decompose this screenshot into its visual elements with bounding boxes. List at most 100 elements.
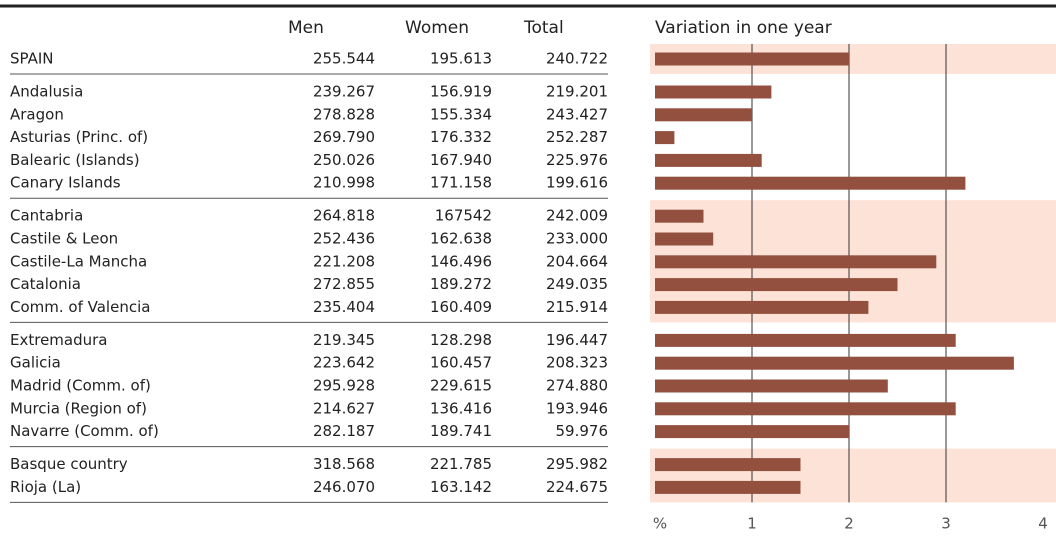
bar [655,153,762,167]
x-tick-label: 3 [941,515,951,533]
cell-total: 224.675 [546,478,608,496]
bar [655,333,956,347]
bar [655,209,704,223]
cell-women: 156.919 [430,83,492,101]
cell-women: 229.615 [430,377,492,395]
bar [655,176,966,190]
row-label: Rioja (La) [10,478,81,496]
cell-women: 128.298 [430,331,492,349]
cell-women: 176.332 [430,128,492,146]
row-label: Murcia (Region of) [10,399,147,417]
cell-men: 269.790 [313,128,375,146]
cell-total: 193.946 [546,399,608,417]
row-label: Extremadura [10,331,108,349]
bar [655,402,956,416]
row-label: Castile-La Mancha [10,252,147,270]
column-header: Men [288,18,324,38]
bar [655,232,714,246]
row-label: Galicia [10,354,61,372]
row-label: Andalusia [10,83,83,101]
cell-total: 274.880 [546,377,608,395]
cell-total: 252.287 [546,128,608,146]
cell-total: 240.722 [546,50,608,68]
cell-women: 155.334 [430,105,492,123]
cell-men: 221.208 [313,252,375,270]
x-tick-label: 2 [844,515,854,533]
cell-total: 215.914 [546,298,608,316]
cell-women: 171.158 [430,174,492,192]
cell-men: 214.627 [313,399,375,417]
row-label: Aragon [10,105,64,123]
x-tick-label: 4 [1038,515,1048,533]
x-tick-label: % [653,515,667,533]
cell-women: 189.272 [430,275,492,293]
bar [655,300,869,314]
cell-total: 242.009 [546,207,608,225]
cell-women: 160.457 [430,354,492,372]
cell-total: 208.323 [546,354,608,372]
cell-men: 235.404 [313,298,375,316]
cell-men: 246.070 [313,478,375,496]
cell-men: 318.568 [313,455,375,473]
cell-women: 167.940 [430,151,492,169]
cell-women: 136.416 [430,399,492,417]
cell-men: 223.642 [313,354,375,372]
row-label: Castile & Leon [10,230,118,248]
band [650,448,1056,503]
cell-total: 225.976 [546,151,608,169]
cell-women: 189.741 [430,422,492,440]
cell-men: 282.187 [313,422,375,440]
column-header: Total [523,18,564,38]
row-label: Asturias (Princ. of) [10,128,148,146]
cell-total: 249.035 [546,275,608,293]
bar [655,425,849,439]
cell-total: 204.664 [546,252,608,270]
cell-women: 221.785 [430,455,492,473]
row-label: Canary Islands [10,174,121,192]
bar [655,278,898,292]
bar [655,52,849,66]
row-label: Comm. of Valencia [10,298,150,316]
cell-men: 239.267 [313,83,375,101]
row-label: Basque country [10,455,128,473]
row-label: SPAIN [10,50,54,68]
cell-women: 162.638 [430,230,492,248]
cell-men: 272.855 [313,275,375,293]
cell-total: 243.427 [546,105,608,123]
row-label: Madrid (Comm. of) [10,377,151,395]
cell-men: 219.345 [313,331,375,349]
cell-women: 163.142 [430,478,492,496]
row-label: Cantabria [10,207,83,225]
cell-total: 233.000 [546,230,608,248]
rows: SPAIN 255.544 195.613 240.722 Andalusia 239.2… [10,50,1014,503]
cell-men: 252.436 [313,230,375,248]
cell-total: 199.616 [546,174,608,192]
bar [655,85,772,99]
cell-men: 255.544 [313,50,375,68]
row-label: Balearic (Islands) [10,151,140,169]
cell-total: 219.201 [546,83,608,101]
cell-women: 195.613 [430,50,492,68]
bar [655,379,888,393]
row-label: Navarre (Comm. of) [10,422,159,440]
column-header: Women [405,18,469,38]
cell-total: 295.982 [546,455,608,473]
cell-men: 278.828 [313,105,375,123]
bar [655,108,752,122]
chart-title: Variation in one year [655,18,832,38]
cell-women: 167542 [435,207,492,225]
cell-total: 59.976 [556,422,609,440]
cell-men: 250.026 [313,151,375,169]
row-label: Catalonia [10,275,81,293]
cell-men: 210.998 [313,174,375,192]
cell-men: 295.928 [313,377,375,395]
bar [655,480,801,494]
cell-women: 160.409 [430,298,492,316]
x-tick-label: 1 [747,515,757,533]
cell-women: 146.496 [430,252,492,270]
bar [655,255,937,269]
bar [655,458,801,472]
cell-men: 264.818 [313,207,375,225]
bar [655,356,1014,370]
